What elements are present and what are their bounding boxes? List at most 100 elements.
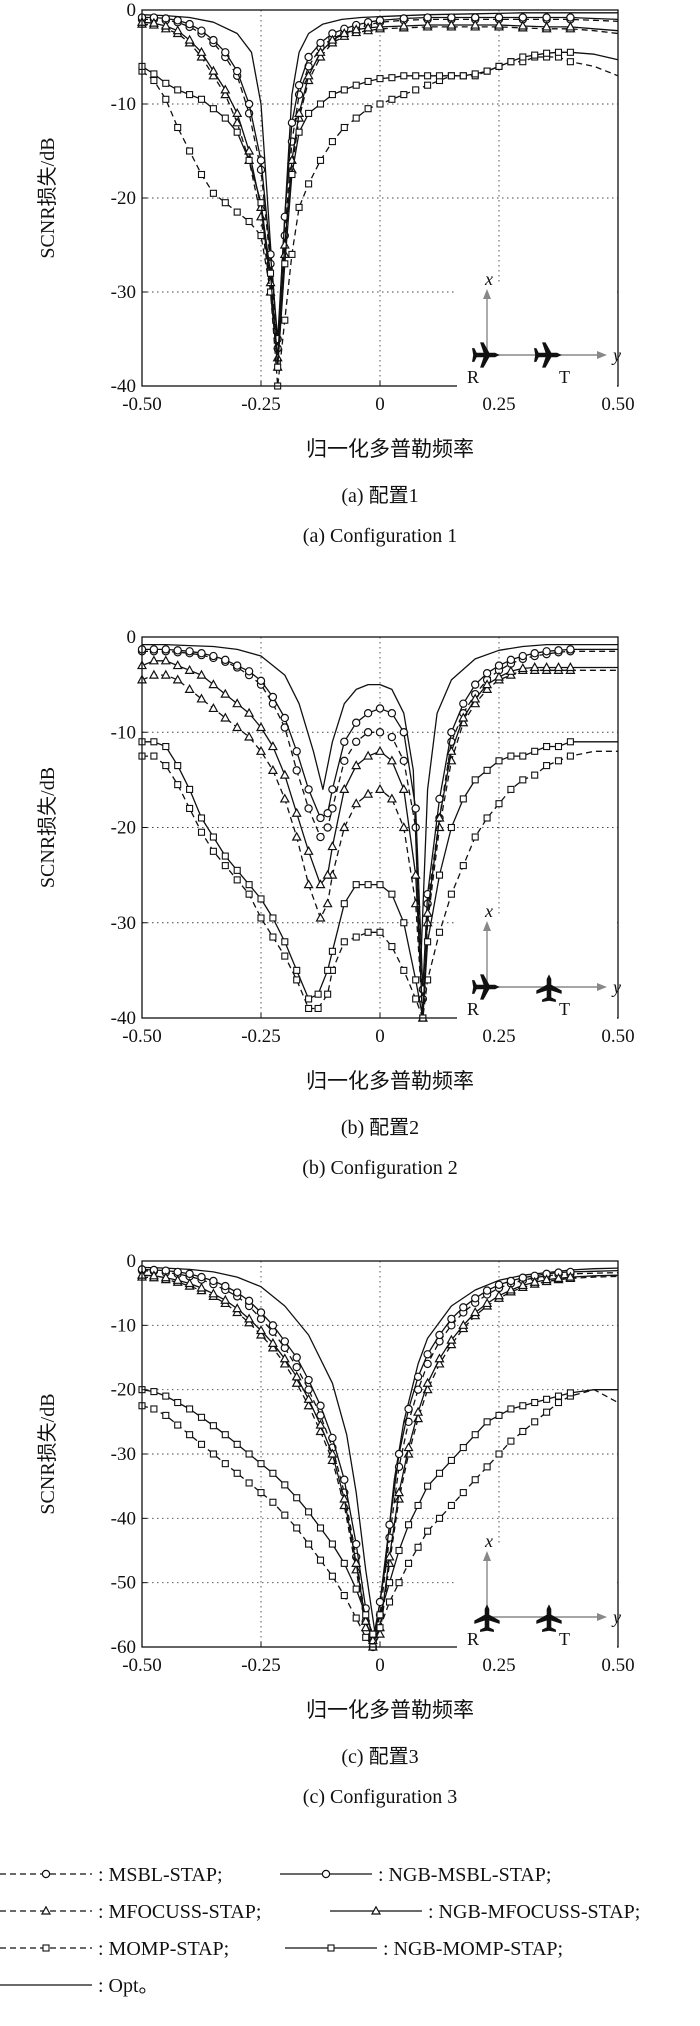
legend-svg: : MSBL-STAP;: NGB-MSBL-STAP;: MFOCUSS-ST…	[0, 1864, 640, 1997]
panel-1-point-ngb-msbl-stap-28	[518, 13, 528, 22]
panel-2-point-ngb-msbl-stap-35	[530, 648, 539, 658]
panel-1-point-ngb-momp-stap-22	[376, 75, 384, 83]
panel-1-point-ngb-momp-stap-19	[340, 86, 348, 94]
panel-1-inset-x-arrow	[483, 289, 491, 299]
panel-2-point-ngb-momp-stap-37	[554, 742, 563, 751]
panel-2-point-msbl-stap-18	[340, 756, 349, 766]
panel-3-point-ngb-mfocuss-stap-6	[208, 1288, 219, 1298]
panel-1-point-ngb-mfocuss-stap-21	[363, 22, 374, 32]
panel-1-point-ngb-momp-stap-1	[150, 70, 158, 78]
panel-1-point-ngb-momp-stap-4	[186, 91, 194, 99]
panel-1-point-ngb-momp-stap-34	[519, 53, 527, 61]
panel-2-ytick-label-3: -30	[111, 913, 136, 934]
panel-3-point-momp-stap-14	[305, 1540, 313, 1548]
panel-2-point-msbl-stap-20	[363, 728, 373, 737]
panel-2-point-ngb-msbl-stap-18	[340, 737, 349, 746]
panel-2-point-ngb-msbl-stap-30	[471, 680, 480, 689]
legend-item-ngb-msbl-stap: : NGB-MSBL-STAP;	[280, 1864, 551, 1886]
panel-3-point-ngb-mfocuss-stap-38	[565, 1271, 576, 1281]
panel-2-point-ngb-msbl-stap-29	[459, 699, 468, 708]
panel-3-point-msbl-stap-14	[304, 1385, 313, 1394]
panel-1-point-ngb-mfocuss-stap-8	[232, 107, 243, 118]
panel-1-point-momp-stap-13	[281, 316, 289, 324]
legend-item-ngb-mfocuss-stap: : NGB-MFOCUSS-STAP;	[330, 1901, 640, 1923]
panel-1-point-ngb-mfocuss-stap-24	[422, 19, 433, 29]
panel-1-inset-y-label: y	[611, 345, 621, 365]
panel-3-point-ngb-mfocuss-stap-1	[148, 1270, 159, 1280]
panel-3-point-ngb-mfocuss-stap-10	[255, 1325, 267, 1335]
panel-3-point-ngb-momp-stap-28	[447, 1456, 455, 1464]
panel-2-ytick-label-0: 0	[127, 627, 137, 648]
panel-1-xtick-label-4: 0.50	[601, 394, 634, 415]
panel-3-inset-y-label: y	[611, 1607, 621, 1627]
panel-3-point-ngb-msbl-stap-7	[221, 1281, 230, 1291]
chart-svg-configuration-1: -0.50 -0.25 0 0.25 0.50 0 -10 -20 -30 -40 SCNR损失/d…	[36, 0, 635, 547]
panel-1-xtick-label-2: 0	[375, 394, 385, 415]
panel-2-xlabel: 归一化多普勒频率	[306, 1069, 474, 1093]
panel-3-point-ngb-mfocuss-stap-36	[541, 1274, 552, 1284]
panel-2-ytick-label-1: -10	[111, 722, 136, 743]
panel-3-point-ngb-momp-stap-3	[174, 1398, 182, 1407]
panel-2-point-ngb-momp-stap-21	[376, 881, 384, 889]
panel-1-point-ngb-mfocuss-stap-25	[446, 19, 457, 29]
panel-2-point-momp-stap-31	[483, 814, 491, 822]
panel-1-point-ngb-momp-stap-10	[257, 199, 265, 207]
panel-2-point-ngb-momp-stap-35	[531, 747, 539, 755]
panel-2-point-ngb-msbl-stap-31	[482, 668, 492, 678]
panel-2-point-ngb-momp-stap-20	[364, 881, 372, 889]
panel-3-point-ngb-momp-stap-19	[362, 1611, 370, 1619]
panel-2-point-mfocuss-stap-27	[434, 822, 445, 832]
panel-3-point-ngb-momp-stap-30	[471, 1431, 479, 1439]
chart-panel-configuration-2: -0.50 -0.25 0 0.25 0.50 0 -10 -20 -30 -40 SCNR损失/d…	[0, 620, 700, 1240]
panel-1-point-ngb-momp-stap-3	[174, 86, 182, 94]
panel-2-point-ngb-mfocuss-stap-20	[363, 750, 374, 760]
panel-3-point-ngb-msbl-stap-29	[459, 1303, 468, 1312]
panel-2-line-opt	[142, 643, 618, 972]
panel-2-point-ngb-mfocuss-stap-34	[517, 662, 528, 673]
panel-2-point-momp-stap-28	[447, 890, 455, 898]
panel-3-xlabel: 归一化多普勒频率	[306, 1698, 474, 1722]
panel-2-point-msbl-stap-21	[375, 728, 385, 737]
panel-3-point-ngb-momp-stap-2	[162, 1392, 170, 1400]
panel-3-point-ngb-mfocuss-stap-22	[384, 1551, 395, 1561]
panel-1-ylabel: SCNR损失/dB	[36, 137, 59, 258]
panel-2-point-ngb-momp-stap-13	[293, 966, 301, 974]
panel-2-point-ngb-mfocuss-stap-27	[434, 812, 445, 822]
panel-3-point-momp-stap-24	[405, 1559, 413, 1567]
panel-3-point-ngb-mfocuss-stap-23	[394, 1487, 405, 1497]
panel-3-inset-bg	[457, 1545, 617, 1653]
panel-1-point-ngb-momp-stap-33	[507, 58, 515, 66]
panel-2-point-ngb-mfocuss-stap-19	[351, 760, 362, 770]
panel-3-receiver-plane-icon	[474, 1604, 500, 1632]
legend-marker-momp-stap	[42, 1944, 50, 1952]
panel-3-point-ngb-msbl-stap-23	[394, 1449, 404, 1459]
panel-2-point-ngb-mfocuss-stap-3	[172, 660, 183, 670]
panel-3-point-ngb-mfocuss-stap-24	[403, 1442, 414, 1452]
legend-label-ngb-msbl-stap: : NGB-MSBL-STAP;	[378, 1864, 551, 1886]
panel-1-point-ngb-mfocuss-stap-20	[351, 24, 362, 34]
panel-3-point-ngb-mfocuss-stap-5	[196, 1282, 207, 1292]
legend-label-msbl-stap: : MSBL-STAP;	[98, 1864, 223, 1886]
panel-3-point-ngb-momp-stap-17	[340, 1559, 348, 1567]
panel-3-point-mfocuss-stap-23	[394, 1493, 405, 1503]
panel-3-point-ngb-mfocuss-stap-4	[184, 1278, 195, 1288]
panel-3-point-ngb-mfocuss-stap-17	[339, 1493, 350, 1503]
panel-2-point-ngb-momp-stap-7	[221, 852, 229, 860]
panel-1-point-ngb-mfocuss-stap-26	[470, 19, 481, 29]
panel-2-point-msbl-stap-22	[387, 732, 397, 742]
panel-2-point-msbl-stap-15	[316, 832, 325, 842]
panel-2-point-ngb-msbl-stap-8	[232, 661, 242, 670]
panel-3-point-momp-stap-3	[174, 1421, 182, 1429]
panel-2-point-mfocuss-stap-5	[196, 693, 207, 703]
panel-3-point-momp-stap-37	[554, 1398, 563, 1407]
panel-2-point-momp-stap-5	[197, 828, 206, 836]
panel-1-point-ngb-msbl-stap-16	[304, 52, 313, 62]
panel-3-series	[136, 1265, 619, 1652]
panel-2-point-mfocuss-stap-7	[220, 712, 231, 722]
panel-3-point-momp-stap-27	[435, 1514, 444, 1522]
panel-2-inset-y-arrow	[597, 983, 607, 991]
panel-2-point-momp-stap-30	[471, 833, 479, 841]
panel-2-point-ngb-momp-stap-12	[281, 938, 289, 946]
panel-2-caption-en: (b) Configuration 2	[302, 1157, 458, 1179]
panel-3-point-momp-stap-6	[209, 1450, 217, 1458]
